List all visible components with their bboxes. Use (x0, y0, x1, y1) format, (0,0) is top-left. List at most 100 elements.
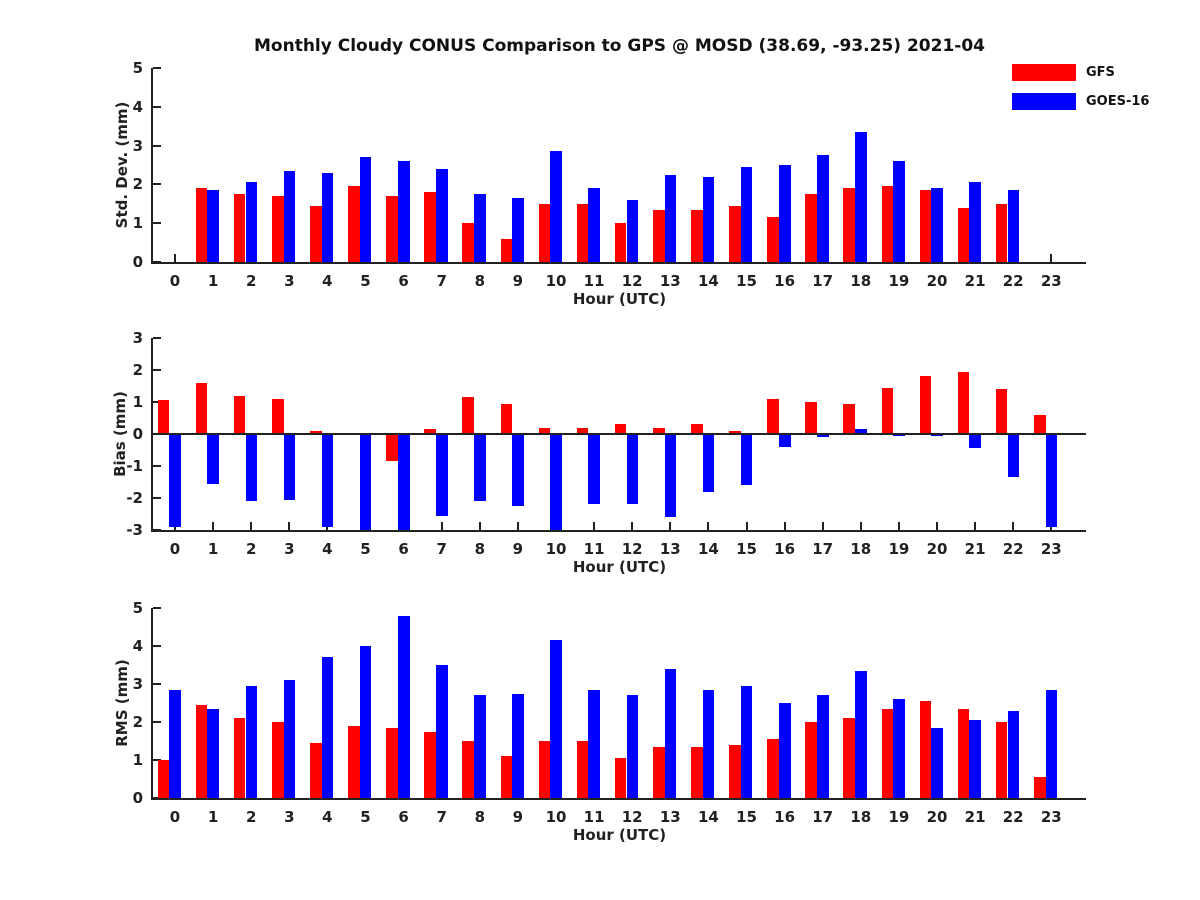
x-tick-label: 14 (697, 272, 719, 290)
x-tick (1050, 254, 1053, 262)
x-tick-label: 11 (583, 272, 605, 290)
x-tick (516, 522, 519, 530)
bar-gfs (881, 708, 894, 798)
x-tick-label: 12 (621, 272, 643, 290)
y-axis-line (151, 338, 153, 532)
bar-goes16 (740, 685, 753, 798)
bar-goes16 (817, 155, 829, 262)
bar-gfs (386, 196, 398, 262)
bar-goes16 (436, 168, 448, 262)
bar-gfs (767, 217, 779, 262)
x-tick (288, 522, 291, 530)
y-tick (153, 759, 161, 761)
y-tick-label: 4 (132, 637, 143, 655)
x-tick-label: 18 (850, 272, 872, 290)
x-tick (555, 522, 557, 530)
x-tick-label: 2 (245, 808, 257, 826)
y-axis-label-rms: RMS (mm) (113, 659, 131, 747)
x-axis-line (151, 262, 1086, 264)
y-tick (153, 105, 161, 108)
x-tick (1050, 522, 1053, 530)
x-tick (440, 790, 443, 798)
x-tick (402, 522, 405, 530)
x-tick (288, 790, 291, 798)
x-tick (364, 522, 367, 530)
x-tick-label: 11 (583, 540, 605, 558)
bar-goes16 (550, 151, 562, 262)
bar-gfs (614, 223, 627, 262)
x-tick-label: 7 (436, 272, 447, 290)
x-tick-label: 21 (964, 540, 986, 558)
x-tick-label: 6 (398, 540, 409, 558)
x-tick (707, 790, 710, 798)
x-tick (478, 790, 481, 798)
x-tick-label: 22 (1002, 540, 1024, 558)
bar-goes16 (664, 668, 677, 798)
bar-goes16 (740, 166, 753, 262)
x-tick-label: 10 (545, 540, 567, 558)
bar-gfs (271, 722, 284, 798)
y-tick (153, 683, 161, 685)
x-tick-label: 16 (774, 272, 796, 290)
bar-gfs (843, 718, 856, 798)
x-tick-label: 20 (926, 540, 948, 558)
x-axis-label-stddev: Hour (UTC) (572, 290, 667, 308)
x-tick (288, 254, 291, 262)
x-tick (174, 522, 176, 530)
bar-goes16 (169, 434, 181, 527)
bar-goes16 (1007, 190, 1020, 262)
x-tick-label: 21 (964, 808, 986, 826)
bar-gfs (919, 376, 932, 434)
bar-goes16 (778, 703, 791, 798)
x-tick (1012, 790, 1015, 798)
x-tick-label: 3 (284, 272, 295, 290)
bar-gfs (614, 424, 627, 434)
bar-gfs (691, 209, 703, 262)
x-tick (250, 254, 253, 262)
x-tick-label: 15 (736, 272, 757, 290)
x-tick-label: 17 (812, 272, 834, 290)
x-tick-label: 9 (512, 540, 524, 558)
y-tick (153, 607, 161, 609)
x-tick-label: 0 (169, 272, 181, 290)
y-axis-label-stddev: Std. Dev. (mm) (113, 101, 131, 229)
x-tick-label: 1 (207, 540, 219, 558)
x-tick-label: 7 (436, 808, 447, 826)
bar-goes16 (664, 174, 677, 262)
bar-goes16 (359, 157, 372, 262)
bar-goes16 (207, 434, 220, 484)
x-tick (364, 254, 367, 262)
bar-gfs (195, 704, 208, 798)
bar-gfs (500, 403, 513, 434)
bar-gfs (729, 744, 741, 798)
bar-gfs (310, 742, 322, 798)
x-tick-label: 1 (207, 808, 219, 826)
x-tick-label: 14 (697, 540, 719, 558)
y-tick (153, 183, 161, 186)
x-tick-label: 18 (850, 540, 872, 558)
x-tick (364, 790, 367, 798)
x-tick-label: 10 (545, 808, 567, 826)
bar-gfs (576, 203, 589, 262)
chart-title: Monthly Cloudy CONUS Comparison to GPS @… (254, 36, 985, 56)
legend-label-gfs: GFS (1086, 65, 1115, 80)
bar-gfs (1033, 414, 1046, 434)
bar-gfs (348, 725, 360, 798)
x-tick (821, 522, 824, 530)
x-tick-label: 7 (436, 540, 447, 558)
bar-goes16 (474, 434, 486, 502)
bar-gfs (805, 402, 817, 434)
bar-gfs (500, 756, 513, 798)
x-tick (1050, 790, 1053, 798)
bar-goes16 (931, 727, 943, 798)
x-tick-label: 10 (545, 272, 567, 290)
x-tick (859, 790, 862, 798)
x-tick-label: 15 (736, 540, 757, 558)
x-tick-label: 23 (1040, 272, 1062, 290)
bar-goes16 (931, 434, 943, 436)
y-axis-label-bias: Bias (mm) (111, 391, 129, 477)
y-axis-line (151, 608, 153, 800)
